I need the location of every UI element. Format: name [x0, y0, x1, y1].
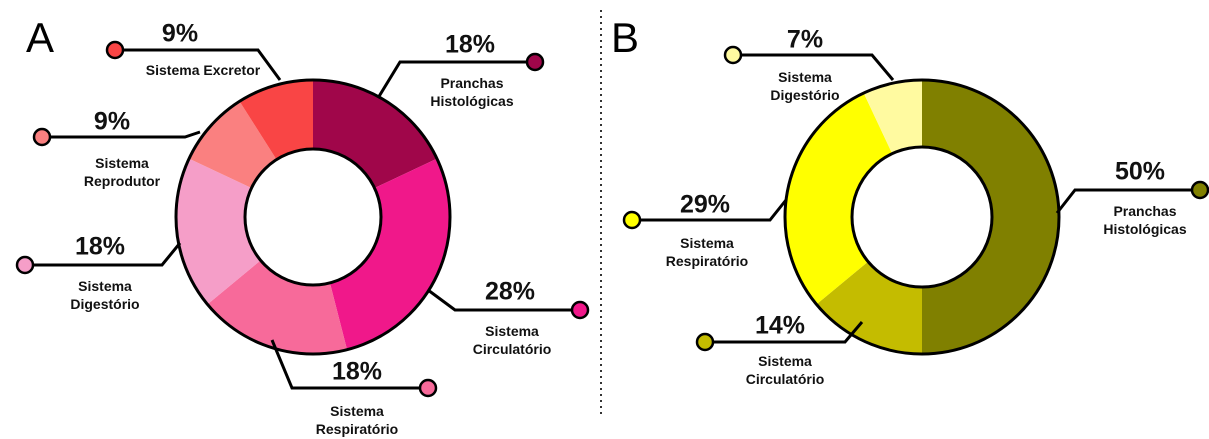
category-label: Sistema Respiratório: [665, 235, 749, 269]
panel-label: A: [25, 14, 55, 61]
slice: [313, 80, 437, 189]
slice: [175, 158, 261, 305]
leader-line: [376, 60, 535, 99]
leader-dot: [32, 127, 52, 147]
leader-line: [733, 53, 895, 81]
value-label: 28%: [484, 277, 536, 306]
slice: [922, 80, 1059, 354]
leader-line: [42, 130, 201, 139]
slice: [816, 261, 922, 354]
leader-dot: [570, 300, 590, 320]
value-label: 14%: [754, 311, 806, 340]
value-label: 9%: [161, 19, 199, 48]
leader-dot: [418, 378, 438, 398]
leader-dot: [695, 332, 715, 352]
donut-outline: [174, 78, 452, 356]
slice: [189, 101, 277, 189]
leader-dot: [1190, 180, 1209, 200]
slice: [785, 93, 893, 305]
slice: [239, 80, 313, 160]
category-label: Pranchas Histológicas: [430, 75, 514, 109]
value-label: 50%: [1114, 157, 1166, 186]
donut-hole: [243, 147, 383, 287]
leader-dot: [723, 45, 743, 65]
value-label: 7%: [786, 25, 824, 54]
leader-line: [25, 242, 182, 267]
category-label: Sistema Digestório: [70, 278, 140, 312]
leader-line: [427, 288, 580, 312]
value-label: 9%: [93, 107, 131, 136]
leader-line: [632, 199, 788, 222]
leader-line: [115, 48, 282, 81]
value-label: 18%: [74, 232, 126, 261]
leader-dot: [622, 210, 642, 230]
leader-dot: [525, 52, 545, 72]
category-label: Sistema Respiratório: [315, 403, 399, 437]
value-label: 29%: [679, 190, 731, 219]
leader-dot: [15, 255, 35, 275]
leader-line: [1055, 188, 1200, 214]
donut-hole: [850, 145, 994, 289]
leader-dot: [105, 40, 125, 60]
panel-label: B: [610, 14, 640, 61]
slice: [863, 80, 922, 154]
category-label: Pranchas Histológicas: [1103, 203, 1187, 237]
value-label: 18%: [444, 30, 496, 59]
slice: [207, 260, 348, 354]
category-label: Sistema Excretor: [145, 62, 261, 78]
category-label: Sistema Circulatório: [472, 323, 552, 357]
leader-line: [705, 321, 864, 344]
category-label: Sistema Reprodutor: [83, 155, 161, 189]
category-label: Sistema Digestório: [770, 69, 840, 103]
category-label: Sistema Circulatório: [745, 353, 825, 387]
leader-line: [270, 339, 428, 390]
donut-outline: [783, 78, 1061, 356]
value-label: 18%: [331, 357, 383, 386]
